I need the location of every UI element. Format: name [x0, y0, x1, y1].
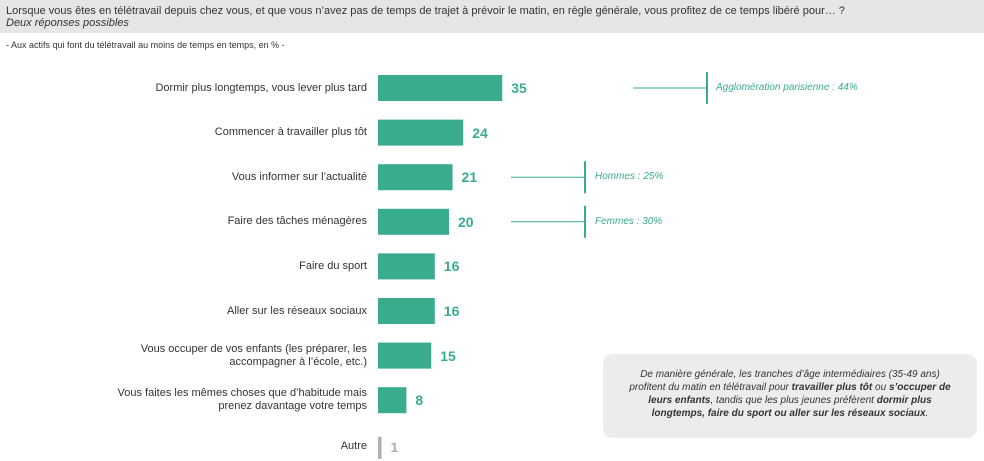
summary-emphasis: dormir plus longtemps, faire du sport ou… [651, 395, 932, 419]
value-label-0: 35 [511, 80, 527, 96]
category-label-line: Vous faites les mêmes choses que d’habit… [117, 387, 367, 400]
value-label-5: 16 [443, 303, 460, 319]
summary-emphasis: travailler plus tôt [791, 382, 873, 393]
category-label-3: Faire des tâches ménagères [47, 215, 367, 228]
category-label-line: Aller sur les réseaux sociaux [226, 304, 367, 317]
category-label-line: Vous occuper de vos enfants (les prépare… [140, 342, 367, 355]
callout-text-2: Femmes : 30% [595, 215, 663, 227]
category-label-line: prenez davantage votre temps [218, 400, 367, 413]
category-label-line: Faire des tâches ménagères [227, 215, 367, 228]
category-label-line: Commencer à travailler plus tôt [214, 126, 367, 139]
value-label-8: 1 [390, 438, 399, 455]
summary-box: De manière générale, les tranches d’âge … [603, 354, 977, 438]
value-label-2: 21 [461, 169, 478, 186]
category-label-1: Commencer à travailler plus tôt [47, 126, 367, 139]
summary-text: ou [872, 382, 889, 393]
category-label-6: Vous occuper de vos enfants (les prépare… [47, 343, 367, 369]
category-label-line: Autre [340, 440, 367, 453]
value-label-3: 20 [458, 213, 474, 230]
category-label-7: Vous faites les mêmes choses que d’habit… [47, 387, 367, 413]
summary-text: , tandis que les plus jeunes préfèrent [710, 395, 877, 406]
category-label-line: Dormir plus longtemps, vous lever plus t… [155, 81, 367, 94]
bar-8 [378, 436, 382, 459]
bar-0 [378, 75, 503, 101]
category-label-line: Vous informer sur l’actualité [231, 170, 367, 183]
summary-emphasis: s’occuper de leurs enfants [648, 382, 951, 406]
bar-4 [378, 253, 435, 280]
category-label-5: Aller sur les réseaux sociaux [47, 305, 367, 318]
category-label-2: Vous informer sur l’actualité [47, 171, 367, 184]
bar-2 [378, 164, 453, 191]
value-label-4: 16 [443, 258, 460, 275]
bar-3 [378, 208, 449, 235]
category-label-4: Faire du sport [47, 260, 367, 273]
bar-6 [378, 342, 432, 369]
bar-1 [378, 119, 464, 146]
callout-text-0: Agglomération parisienne : 44% [716, 82, 858, 93]
bar-5 [378, 298, 435, 324]
value-label-6: 15 [440, 347, 456, 364]
base-note: - Aux actifs qui font du télétravail au … [6, 40, 285, 50]
question-subtitle: Deux réponses possibles [6, 17, 129, 29]
summary-text: De manière générale, les tranches d’âge … [629, 369, 940, 393]
summary-text: . [925, 408, 929, 419]
value-label-1: 24 [472, 124, 488, 141]
category-label-line: Faire du sport [299, 259, 367, 272]
question-header: Lorsque vous êtes en télétravail depuis … [0, 0, 984, 33]
question-text: Lorsque vous êtes en télétravail depuis … [6, 5, 845, 17]
value-label-7: 8 [415, 392, 424, 409]
bar-7 [378, 387, 407, 414]
category-label-line: accompagner à l’école, etc.) [229, 355, 367, 368]
category-label-8: Autre [47, 440, 367, 453]
callout-text-1: Hommes : 25% [595, 171, 664, 183]
category-label-0: Dormir plus longtemps, vous lever plus t… [47, 82, 367, 95]
